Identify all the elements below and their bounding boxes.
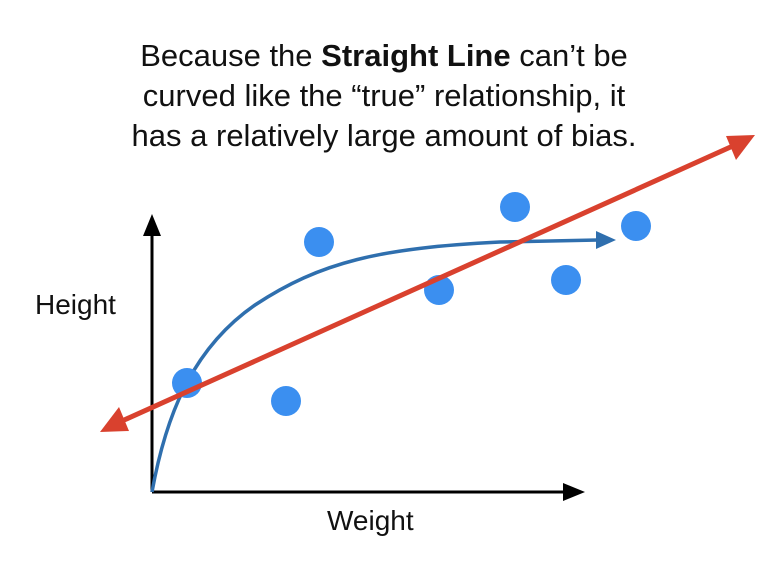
caption-line-2: curved like the “true” relationship, it (142, 78, 626, 113)
straight-line-arrowhead-right (726, 135, 755, 160)
axes (143, 214, 585, 501)
data-points (172, 192, 651, 416)
data-point (271, 386, 301, 416)
caption-line-3: has a relatively large amount of bias. (131, 118, 637, 153)
straight-line-arrowhead-left (100, 407, 129, 432)
y-axis-label: Height (35, 289, 116, 320)
straight-line-shaft (120, 142, 737, 424)
straight-line (100, 135, 755, 432)
x-axis-label: Weight (327, 505, 414, 536)
caption-line-1-start: Because the (140, 38, 322, 73)
data-point (500, 192, 530, 222)
true-relationship-curve (150, 238, 599, 493)
data-point (621, 211, 651, 241)
data-point (304, 227, 334, 257)
y-axis-arrowhead (143, 214, 161, 236)
caption-line-1-end: can’t be (510, 38, 628, 73)
x-axis-arrowhead (563, 483, 585, 501)
caption-line-1: Because the Straight Line can’t be (0, 36, 768, 76)
data-point (551, 265, 581, 295)
caption: Because the Straight Line can’t be curve… (0, 36, 768, 156)
true-relationship (150, 231, 616, 493)
true-relationship-arrowhead (596, 231, 616, 249)
caption-bold-term: Straight Line (321, 38, 511, 73)
